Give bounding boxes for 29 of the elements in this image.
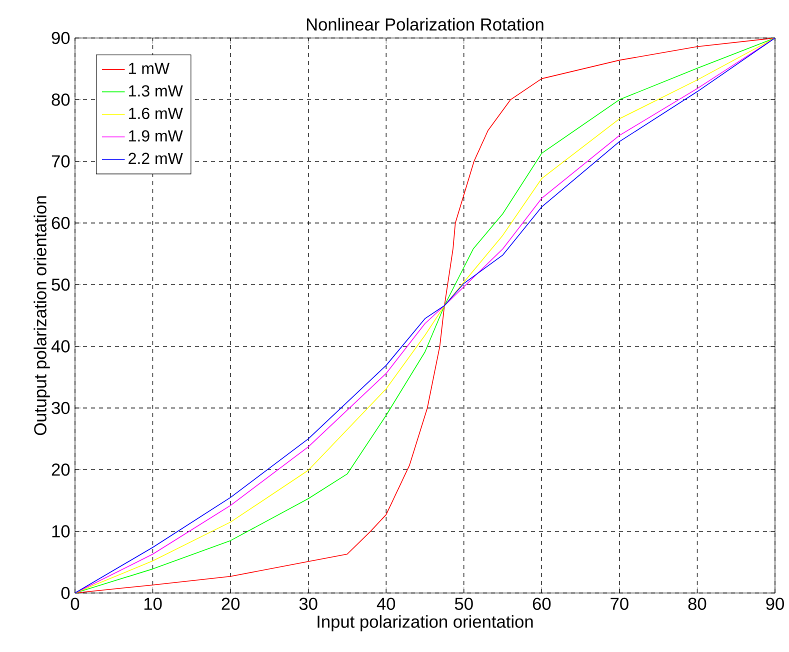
y-tick-label: 90 (52, 32, 70, 44)
x-tick-label: 20 (222, 598, 240, 610)
x-tick-label: 40 (376, 598, 396, 610)
y-axis-title: Outuput polarization orientation (34, 196, 50, 436)
legend-label: 2.2 mW (128, 152, 183, 164)
y-tick-label: 10 (52, 525, 70, 538)
legend-label: 1.6 mW (129, 108, 183, 120)
x-tick-label: 60 (532, 598, 551, 610)
x-tick-label: 0 (70, 598, 80, 610)
line-series (75, 38, 775, 593)
y-tick-label: 50 (52, 278, 70, 291)
y-tick-label: 30 (52, 402, 70, 414)
x-axis-title: Input polarization orientation (318, 615, 533, 632)
x-tick-label: 10 (144, 598, 162, 610)
x-tick-label: 90 (766, 598, 784, 610)
x-tick-label: 80 (688, 598, 706, 610)
y-tick-label: 80 (52, 94, 70, 106)
y-tick-label: 20 (52, 464, 70, 476)
legend-label: 1.9 mW (129, 130, 183, 142)
y-tick-label: 60 (52, 216, 70, 230)
legend-label: 1 mW (129, 62, 170, 74)
y-tick-label: 0 (61, 586, 70, 600)
legend-label: 1.3 mW (129, 85, 183, 97)
x-tick-label: 30 (299, 598, 318, 610)
y-tick-label: 40 (51, 340, 70, 352)
x-tick-label: 70 (610, 598, 628, 610)
chart-title: Nonlinear Polarization Rotation (306, 18, 544, 31)
y-tick-label: 70 (52, 155, 70, 168)
x-tick-label: 50 (454, 598, 473, 610)
